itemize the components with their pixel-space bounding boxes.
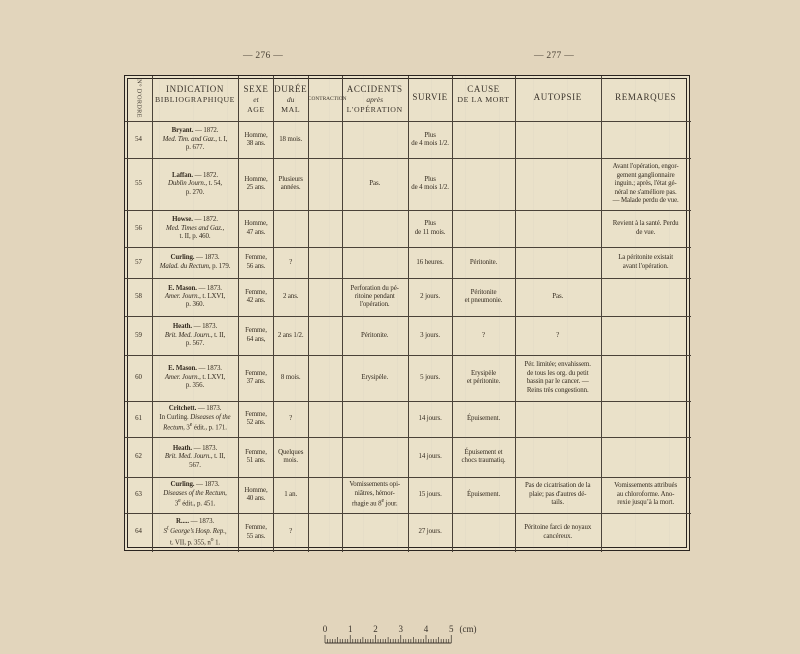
svg-text:1: 1 (348, 624, 353, 634)
svg-text:5: 5 (449, 624, 454, 634)
svg-text:2: 2 (373, 624, 378, 634)
svg-text:4: 4 (424, 624, 429, 634)
svg-text:0: 0 (323, 624, 328, 634)
svg-text:3: 3 (399, 624, 404, 634)
svg-text:(cm): (cm) (460, 624, 477, 634)
